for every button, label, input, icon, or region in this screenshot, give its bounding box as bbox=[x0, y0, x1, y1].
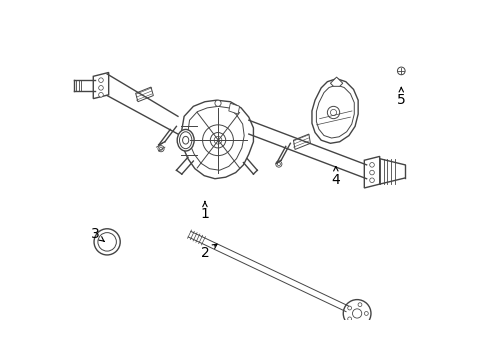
Circle shape bbox=[352, 309, 362, 318]
Circle shape bbox=[348, 317, 351, 321]
Polygon shape bbox=[188, 106, 244, 170]
Circle shape bbox=[94, 229, 120, 255]
Circle shape bbox=[276, 161, 282, 167]
Ellipse shape bbox=[183, 136, 189, 144]
Circle shape bbox=[214, 136, 222, 144]
Circle shape bbox=[358, 303, 362, 307]
Text: 4: 4 bbox=[331, 167, 340, 187]
Circle shape bbox=[98, 78, 103, 82]
Polygon shape bbox=[93, 72, 109, 99]
Polygon shape bbox=[181, 100, 253, 179]
Circle shape bbox=[159, 147, 163, 150]
Polygon shape bbox=[312, 78, 358, 143]
Polygon shape bbox=[317, 85, 354, 138]
Polygon shape bbox=[294, 134, 311, 149]
Circle shape bbox=[370, 170, 374, 175]
Circle shape bbox=[98, 93, 103, 97]
Circle shape bbox=[215, 100, 221, 106]
Circle shape bbox=[370, 178, 374, 183]
Polygon shape bbox=[136, 87, 153, 102]
Circle shape bbox=[358, 320, 362, 324]
Ellipse shape bbox=[179, 132, 192, 149]
Circle shape bbox=[210, 132, 226, 148]
Polygon shape bbox=[229, 103, 240, 114]
Circle shape bbox=[98, 233, 117, 251]
Circle shape bbox=[98, 86, 103, 90]
Text: 1: 1 bbox=[200, 202, 209, 221]
Text: 3: 3 bbox=[91, 227, 104, 242]
Circle shape bbox=[348, 306, 351, 310]
Circle shape bbox=[158, 145, 164, 152]
Circle shape bbox=[203, 125, 233, 156]
Circle shape bbox=[397, 67, 405, 75]
Circle shape bbox=[277, 163, 280, 166]
Circle shape bbox=[370, 163, 374, 167]
Ellipse shape bbox=[177, 130, 194, 151]
Text: 5: 5 bbox=[397, 87, 406, 107]
Polygon shape bbox=[330, 77, 343, 86]
Polygon shape bbox=[365, 156, 380, 188]
Circle shape bbox=[343, 300, 371, 327]
Circle shape bbox=[330, 109, 337, 116]
Text: 2: 2 bbox=[200, 244, 217, 260]
Circle shape bbox=[327, 106, 340, 119]
Circle shape bbox=[365, 311, 368, 315]
